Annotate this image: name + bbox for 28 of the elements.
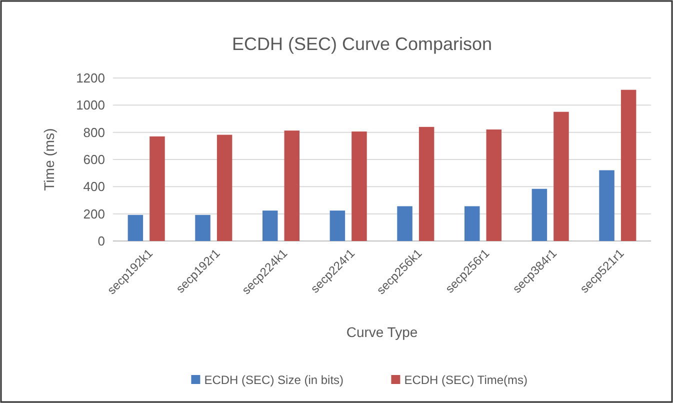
bar <box>532 188 548 241</box>
y-tick-label: 0 <box>98 234 105 249</box>
bar <box>418 126 434 241</box>
y-tick-label: 400 <box>83 179 105 194</box>
x-axis-title: Curve Type <box>346 324 418 340</box>
bar <box>486 129 502 241</box>
y-tick-label: 1200 <box>76 70 105 86</box>
bar <box>195 214 210 241</box>
bar <box>150 136 165 241</box>
bar <box>620 90 636 241</box>
bar <box>330 210 346 241</box>
bar <box>599 170 614 241</box>
bar <box>554 112 569 241</box>
bar <box>397 206 412 241</box>
bar <box>262 210 278 241</box>
bar <box>128 214 144 241</box>
bar <box>284 130 300 241</box>
legend-label: ECDH (SEC) Size (in bits) <box>204 373 344 388</box>
y-tick-label: 600 <box>83 152 105 168</box>
y-tick-label: 800 <box>83 124 105 140</box>
legend-label: ECDH (SEC) Time(ms) <box>404 373 528 388</box>
bar <box>352 132 367 241</box>
y-tick-label: 1000 <box>76 98 105 113</box>
bar <box>216 134 232 241</box>
chart-title: ECDH (SEC) Curve Comparison <box>232 34 492 54</box>
y-tick-label: 200 <box>83 206 105 222</box>
bar <box>464 206 480 241</box>
y-axis-title: Time (ms) <box>41 128 57 191</box>
